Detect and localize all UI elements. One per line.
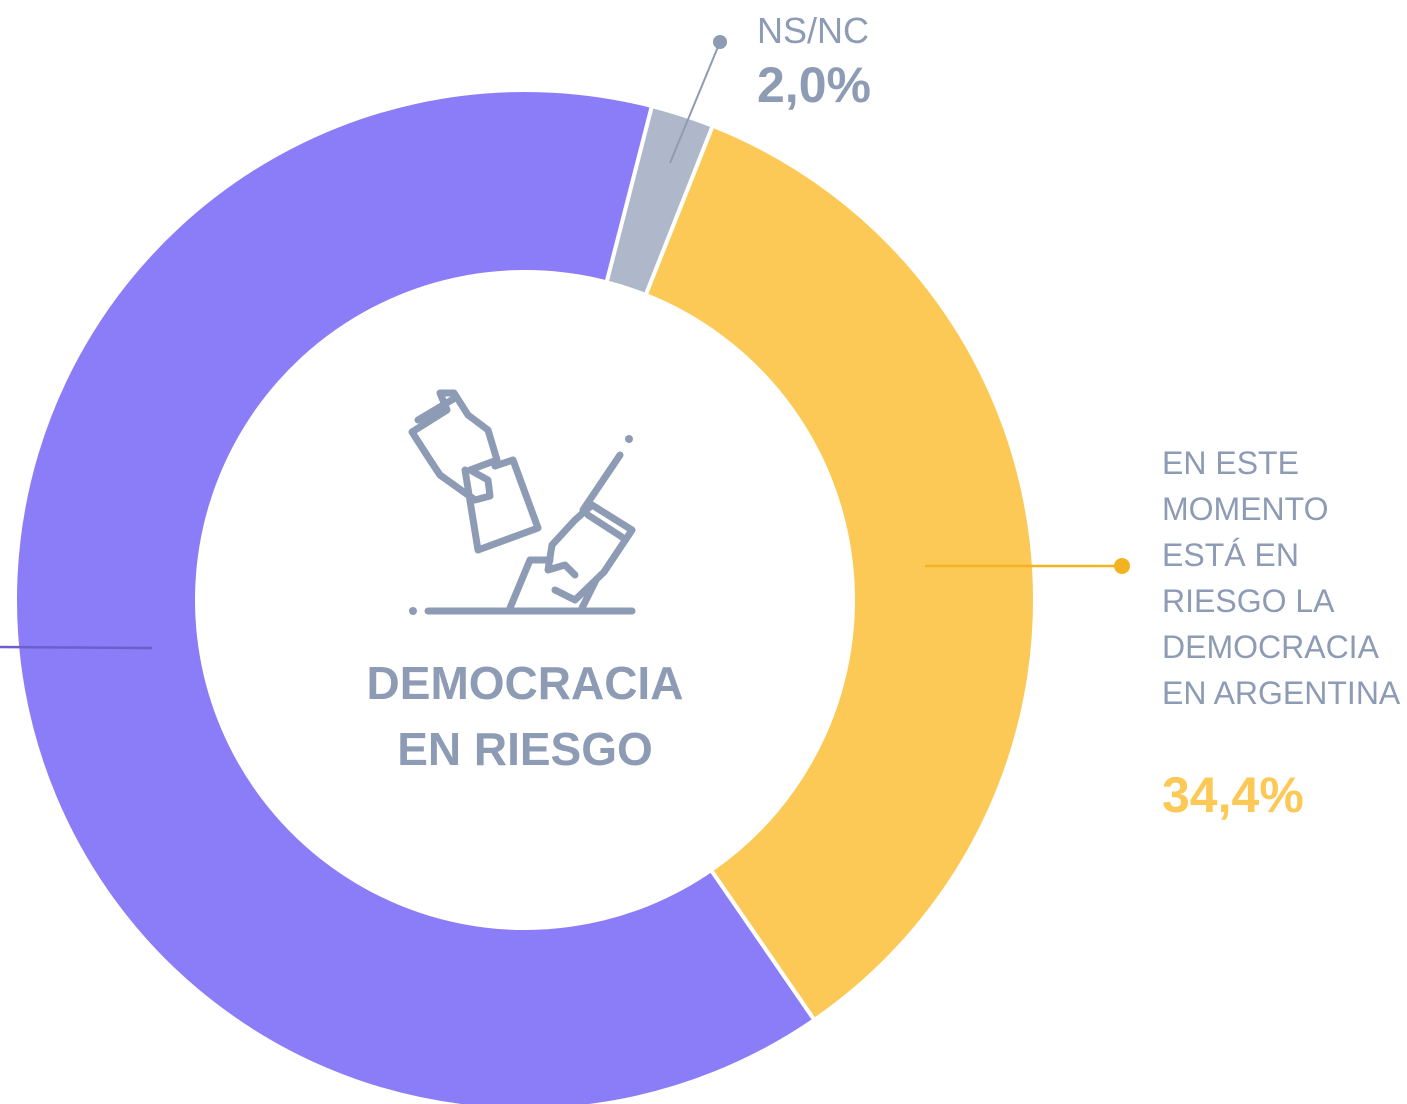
leader-line — [0, 645, 153, 650]
leader-line — [669, 41, 721, 164]
slice — [643, 123, 1037, 1023]
slice — [13, 88, 818, 1104]
leader-dot — [1114, 558, 1130, 574]
icon-dot — [625, 435, 633, 443]
value-label: 2,0% — [757, 57, 871, 113]
category-label: NS/NC — [757, 10, 870, 51]
value-label: 34,4% — [1162, 767, 1304, 823]
ballot-icon — [408, 389, 636, 615]
chart-title: DEMOCRACIA EN RIESGO — [366, 657, 684, 775]
icon-dot — [409, 607, 417, 615]
slices — [13, 88, 1037, 1104]
leader-dot — [713, 35, 727, 49]
category-label: EN ESTE MOMENTO ESTÁ EN RIESGO LA DEMOCR… — [1162, 445, 1401, 711]
